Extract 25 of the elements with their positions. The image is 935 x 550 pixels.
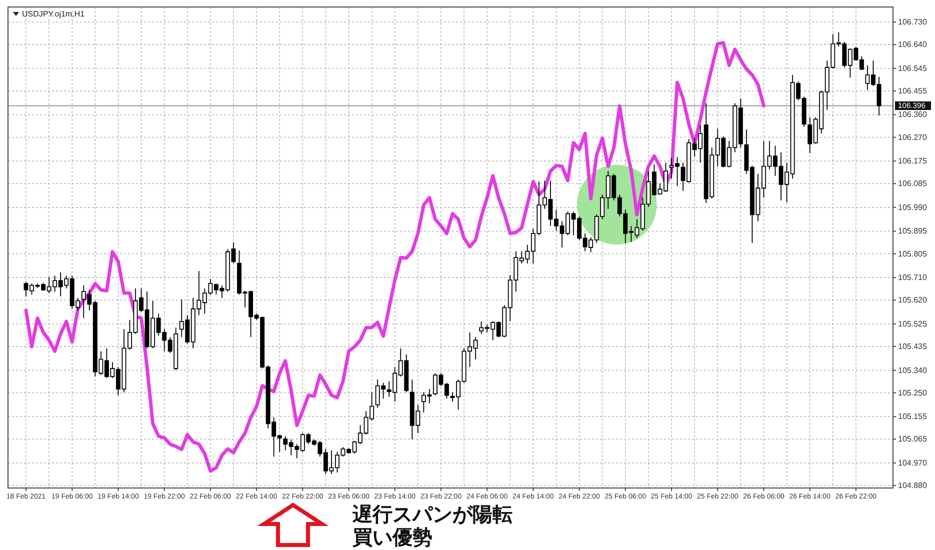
y-tick-label: 106.730	[898, 18, 928, 27]
y-tick-label: 105.525	[898, 319, 928, 328]
y-tick-label: 104.970	[898, 458, 928, 468]
y-tick-label: 104.880	[898, 480, 928, 490]
y-tick-label: 105.990	[898, 202, 928, 212]
y-tick-label: 105.805	[898, 249, 928, 258]
text: 遅行スパンが陽転	[351, 502, 512, 526]
y-tick-label: 106.455	[898, 86, 928, 96]
y-tick-label: 105.620	[898, 296, 928, 305]
y-tick-label: 105.895	[898, 226, 928, 236]
y-tick-label: 106.545	[898, 64, 928, 73]
y-tick-label: 105.250	[898, 388, 928, 398]
y-tick-label: 105.435	[898, 342, 928, 351]
y-tick-label: 106.640	[898, 40, 928, 50]
y-tick-label: 105.155	[898, 412, 928, 422]
text: 買い優勢	[351, 525, 432, 549]
y-tick-label: 105.065	[898, 434, 928, 444]
chart-title: USDJPY.oj1m,H1	[22, 10, 86, 18]
line-series	[24, 41, 766, 473]
y-tick-label: 106.175	[898, 156, 928, 166]
y-tick-label: 106.270	[898, 132, 928, 142]
y-tick-label: 106.085	[898, 179, 928, 188]
y-tick-label: 105.340	[898, 366, 928, 375]
y-tick-label: 106.360	[898, 110, 928, 120]
y-tick-label: 105.710	[898, 273, 928, 282]
